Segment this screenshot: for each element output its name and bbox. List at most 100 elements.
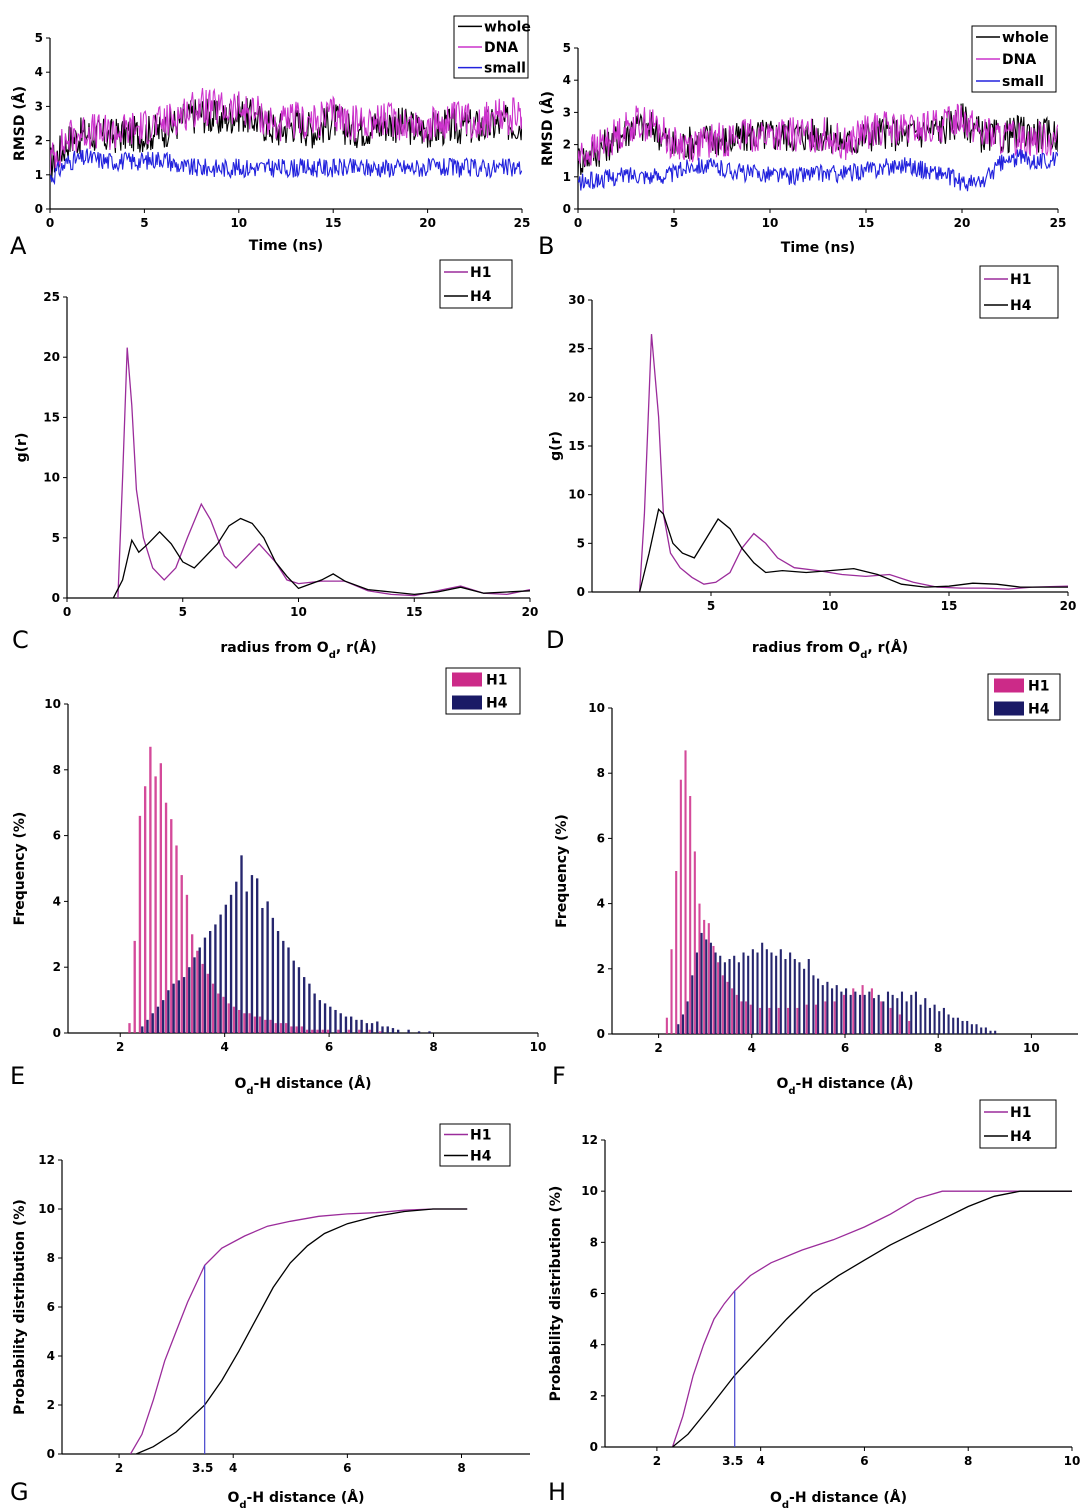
bar-h1	[217, 993, 220, 1033]
x-tick-label: 8	[429, 1040, 437, 1054]
bar-h1	[180, 875, 183, 1033]
bar-h4	[886, 991, 890, 1034]
bar-h4	[250, 875, 254, 1033]
bar-h4	[728, 959, 731, 1034]
y-tick-label: 0	[35, 202, 43, 216]
bar-h1	[698, 903, 701, 1034]
bar-h1	[717, 962, 720, 1034]
y-tick-label: 0	[53, 1026, 61, 1040]
y-tick-label: 2	[53, 960, 61, 974]
series-line-dna	[578, 103, 1058, 167]
x-tick-label: 2	[116, 1040, 124, 1054]
bar-h4	[994, 1030, 997, 1034]
bar-h4	[397, 1029, 400, 1033]
series-line-h1	[129, 1208, 468, 1454]
bar-h1	[693, 851, 696, 1034]
bar-h4	[975, 1024, 978, 1034]
x-axis-title: Time (ns)	[781, 240, 855, 256]
bar-h4	[308, 983, 311, 1033]
legend-label: H4	[470, 289, 492, 305]
legend-swatch	[994, 701, 1024, 716]
legend: H1 H4	[979, 265, 1059, 319]
y-tick-label: 15	[43, 410, 60, 424]
legend-label: H1	[470, 265, 491, 281]
series-line-h1	[638, 334, 1068, 592]
bar-h4	[761, 942, 764, 1034]
bar-h4	[276, 931, 280, 1033]
bar-h1	[185, 894, 189, 1033]
bar-h4	[146, 1019, 149, 1033]
bar-h4	[355, 1019, 358, 1033]
bar-h4	[840, 991, 843, 1034]
bar-h4	[691, 975, 694, 1034]
x-tick-label: 25	[1050, 216, 1067, 230]
series-line-h4	[638, 507, 1068, 592]
bar-h4	[849, 994, 852, 1034]
bar-h1	[833, 1001, 836, 1034]
bar-h1	[675, 871, 678, 1034]
x-tick-label: 6	[343, 1461, 351, 1475]
bar-h1	[796, 1007, 799, 1034]
bar-h1	[824, 1001, 827, 1034]
panel-letter: G	[10, 1478, 29, 1506]
y-tick-label: 2	[563, 138, 571, 152]
marker-label: 3.5	[722, 1454, 743, 1468]
bar-h1	[274, 1023, 277, 1033]
bar-h1	[237, 1009, 241, 1033]
bar-h4	[344, 1016, 348, 1033]
bar-h4	[733, 955, 736, 1034]
bar-h1	[253, 1016, 256, 1033]
bar-h4	[292, 960, 295, 1033]
bar-h4	[407, 1029, 410, 1033]
legend: whole DNA small	[453, 15, 531, 79]
legend-label: H4	[1028, 702, 1050, 718]
y-axis-title: RMSD (Å)	[539, 91, 556, 166]
x-tick-label: 8	[964, 1454, 972, 1468]
y-tick-label: 4	[597, 897, 605, 911]
bar-h1	[880, 1001, 883, 1034]
bar-h1	[777, 1007, 780, 1034]
y-tick-label: 0	[563, 202, 571, 216]
legend-box	[979, 1099, 1057, 1149]
x-tick-label: 20	[954, 216, 971, 230]
bar-h4	[756, 952, 759, 1034]
x-tick-label: 10	[822, 599, 839, 613]
bar-h4	[747, 955, 750, 1034]
bar-h4	[868, 991, 871, 1034]
x-tick-label: 10	[762, 216, 779, 230]
bar-h1	[721, 975, 724, 1034]
legend-label: H1	[486, 673, 507, 689]
x-tick-label: 4	[229, 1461, 237, 1475]
bar-h4	[961, 1020, 964, 1034]
bar-h4	[386, 1026, 389, 1033]
bar-h4	[686, 1001, 689, 1034]
y-tick-label: 10	[44, 697, 61, 711]
y-tick-label: 1	[35, 168, 43, 182]
bar-h4	[831, 988, 834, 1034]
y-tick-label: 25	[568, 342, 585, 356]
x-tick-label: 5	[140, 216, 148, 230]
x-tick-label: 4	[748, 1041, 756, 1055]
bar-h1	[248, 1013, 251, 1033]
x-tick-label: 10	[1064, 1454, 1081, 1468]
x-tick-label: 20	[419, 216, 436, 230]
bar-h1	[269, 1019, 272, 1033]
y-tick-label: 3	[35, 99, 43, 113]
bar-h1	[300, 1026, 303, 1033]
legend: H1 H4	[979, 1099, 1057, 1149]
bar-h4	[952, 1017, 955, 1034]
bar-h4	[924, 998, 927, 1034]
bar-h4	[751, 949, 754, 1034]
x-tick-label: 0	[46, 216, 54, 230]
x-tick-label: 2	[653, 1454, 661, 1468]
bar-h4	[391, 1028, 395, 1033]
bar-h4	[188, 967, 191, 1033]
y-tick-label: 8	[53, 763, 61, 777]
bar-h1	[133, 940, 136, 1033]
bar-h1	[190, 934, 194, 1033]
bar-h4	[323, 1003, 327, 1033]
x-tick-label: 20	[522, 605, 539, 619]
y-axis-title: g(r)	[14, 433, 30, 463]
y-tick-label: 10	[43, 471, 60, 485]
